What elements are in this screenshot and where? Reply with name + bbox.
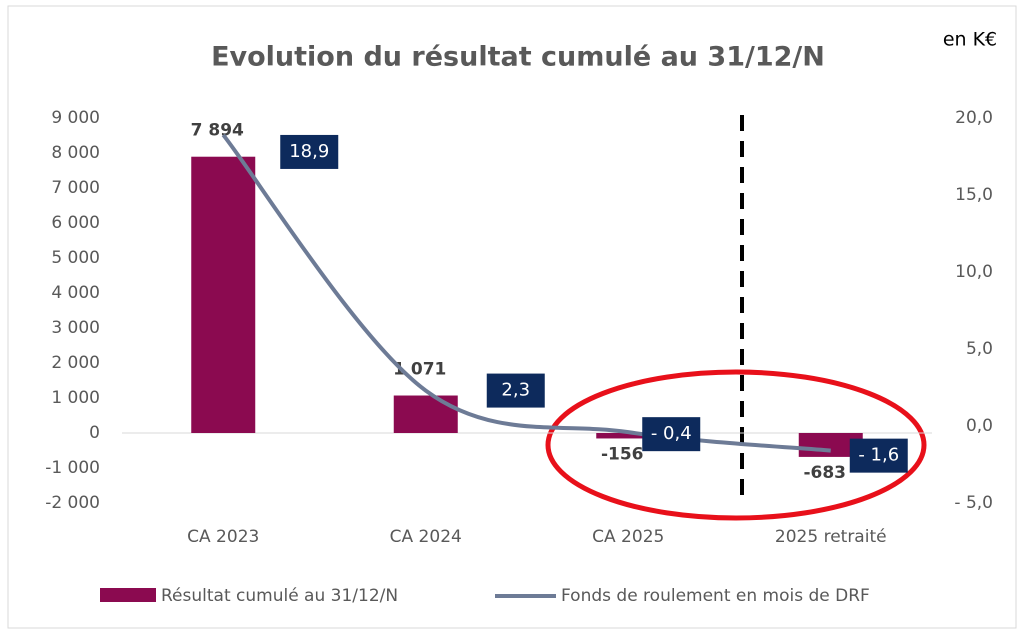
y2-tick-label: 15,0 xyxy=(955,185,993,205)
line-label-box xyxy=(486,373,545,408)
y2-tick-label: 10,0 xyxy=(955,262,993,282)
line-value-label: - 0,4 xyxy=(651,423,692,444)
legend-label: Fonds de roulement en mois de DRF xyxy=(561,586,870,606)
y-tick-label: 4 000 xyxy=(51,283,100,303)
line xyxy=(221,133,831,453)
y-tick-label: 9 000 xyxy=(51,108,100,128)
bar-value-label: -156 xyxy=(601,444,644,464)
y-tick-label: 3 000 xyxy=(51,318,100,338)
line-label-box xyxy=(849,438,908,473)
y2-tick-label: 0,0 xyxy=(966,416,993,436)
unit-annotation: en K€ xyxy=(943,29,997,51)
x-tick-label: 2025 retraité xyxy=(775,527,887,547)
y-tick-label: 7 000 xyxy=(51,178,100,198)
legend-label: Résultat cumulé au 31/12/N xyxy=(161,586,398,606)
y-tick-label: 1 000 xyxy=(51,388,100,408)
y-tick-label: -1 000 xyxy=(45,458,100,478)
x-tick-label: CA 2025 xyxy=(592,527,664,547)
chart-title: Evolution du résultat cumulé au 31/12/N xyxy=(211,42,825,73)
bar-value-label: 7 894 xyxy=(191,121,244,141)
highlight-ellipse xyxy=(545,369,927,521)
line-value-label: - 1,6 xyxy=(858,445,899,466)
line-value-label: 18,9 xyxy=(289,141,329,162)
bar xyxy=(393,395,458,433)
bar xyxy=(191,156,256,433)
y-tick-label: 5 000 xyxy=(51,248,100,268)
y-tick-label: 8 000 xyxy=(51,143,100,163)
legend-swatch xyxy=(100,588,156,602)
y-tick-label: 0 xyxy=(89,423,100,443)
y2-tick-label: 5,0 xyxy=(966,339,993,359)
bar-value-label: -683 xyxy=(803,463,846,483)
chart-border xyxy=(7,5,1017,629)
line-label-box xyxy=(642,417,701,452)
y-tick-label: 2 000 xyxy=(51,353,100,373)
line-value-label: 2,3 xyxy=(501,380,530,401)
line-label-box xyxy=(280,134,339,169)
bar xyxy=(596,433,661,439)
y2-tick-label: 20,0 xyxy=(955,108,993,128)
x-tick-label: CA 2023 xyxy=(187,527,259,547)
y2-tick-label: - 5,0 xyxy=(954,493,993,513)
y-tick-label: 6 000 xyxy=(51,213,100,233)
y-tick-label: -2 000 xyxy=(45,493,100,513)
x-tick-label: CA 2024 xyxy=(390,527,462,547)
